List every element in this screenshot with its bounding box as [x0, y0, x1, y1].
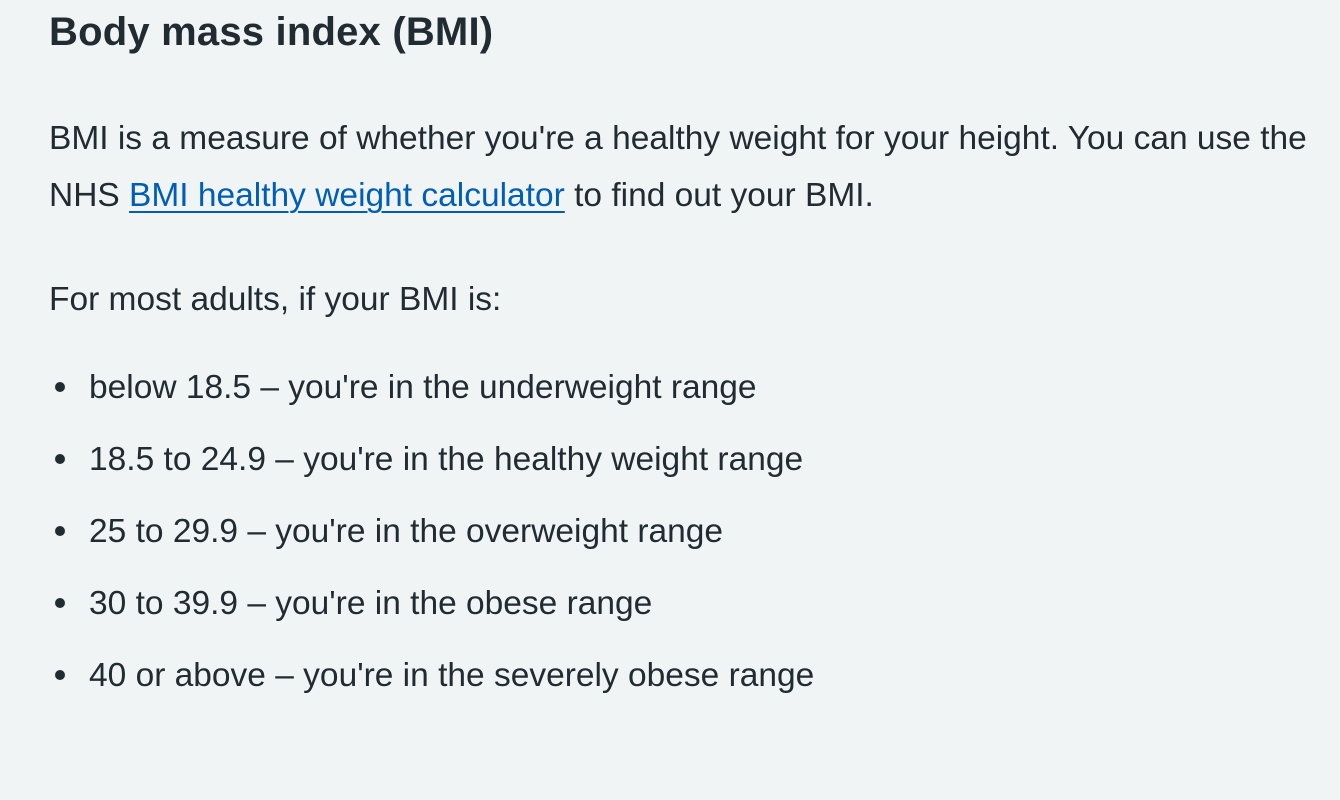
- range-text: 25 to 29.9 – you're in the overweight ra…: [89, 513, 724, 550]
- bmi-section: Body mass index (BMI) BMI is a measure o…: [49, 0, 1309, 719]
- bmi-ranges-list: below 18.5 – you're in the underweight r…: [49, 359, 1309, 704]
- bullet-icon: [55, 670, 65, 680]
- bullet-icon: [55, 454, 65, 464]
- list-item: 30 to 39.9 – you're in the obese range: [49, 575, 1309, 632]
- lead-text: For most adults, if your BMI is:: [49, 281, 502, 318]
- section-heading: Body mass index (BMI): [49, 10, 494, 54]
- bmi-calculator-link[interactable]: BMI healthy weight calculator: [129, 177, 565, 214]
- intro-text-before-link: BMI is a measure of whether you're a hea…: [49, 120, 1307, 214]
- list-item: 40 or above – you're in the severely obe…: [49, 647, 1309, 704]
- intro-paragraph: BMI is a measure of whether you're a hea…: [49, 110, 1309, 224]
- range-text: 30 to 39.9 – you're in the obese range: [89, 585, 653, 622]
- list-item: below 18.5 – you're in the underweight r…: [49, 359, 1309, 416]
- range-text: below 18.5 – you're in the underweight r…: [89, 369, 757, 406]
- list-item: 25 to 29.9 – you're in the overweight ra…: [49, 503, 1309, 560]
- range-text: 40 or above – you're in the severely obe…: [89, 657, 815, 694]
- bullet-icon: [55, 526, 65, 536]
- bullet-icon: [55, 598, 65, 608]
- list-item: 18.5 to 24.9 – you're in the healthy wei…: [49, 431, 1309, 488]
- bullet-icon: [55, 382, 65, 392]
- range-text: 18.5 to 24.9 – you're in the healthy wei…: [89, 441, 804, 478]
- intro-text-after-link: to find out your BMI.: [564, 177, 874, 214]
